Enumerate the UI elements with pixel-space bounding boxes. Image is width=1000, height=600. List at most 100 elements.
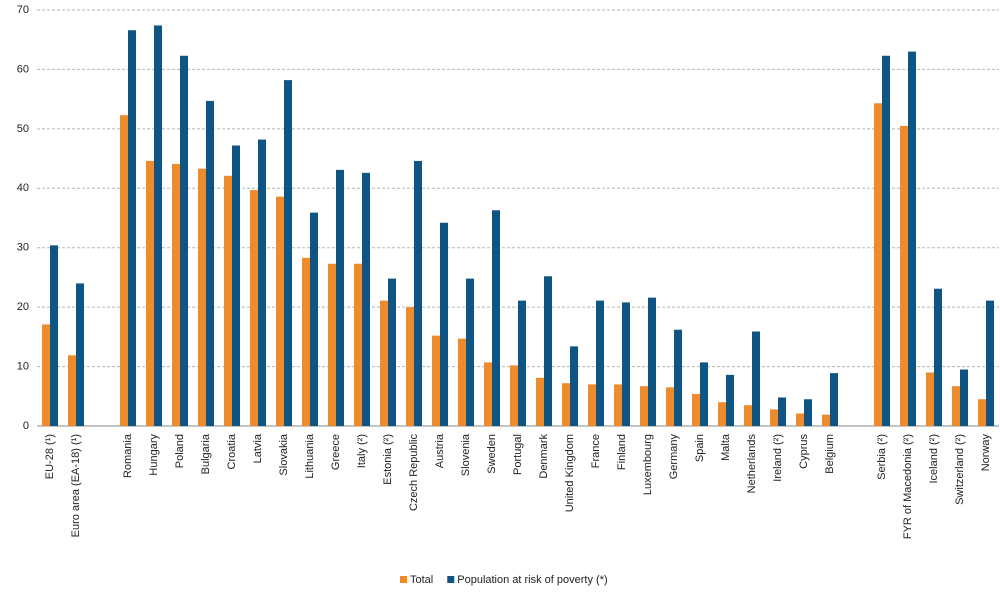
x-tick-label: Estonia (²) [382, 434, 394, 485]
x-tick-label: Serbia (²) [876, 434, 888, 480]
bar [796, 413, 804, 426]
x-tick-label: Netherlands [746, 434, 758, 494]
x-tick-label: Denmark [538, 434, 550, 479]
x-tick-label: Czech Republic [408, 434, 420, 512]
bar [666, 387, 674, 426]
bar [770, 409, 778, 426]
bar [882, 55, 890, 426]
bar [250, 190, 258, 426]
bar [700, 362, 708, 426]
bar [224, 175, 232, 426]
bar [380, 300, 388, 426]
bar [484, 362, 492, 426]
x-tick-label: Croatia [226, 433, 238, 469]
x-tick-label: Hungary [148, 434, 160, 476]
x-tick-label: Malta [720, 433, 732, 461]
legend-label: Total [410, 574, 433, 586]
bar [952, 386, 960, 426]
bar [830, 373, 838, 426]
x-tick-label: Lithuania [304, 433, 316, 479]
x-tick-label: France [590, 434, 602, 468]
bar [518, 300, 526, 426]
x-tick-label: Portugal [512, 434, 524, 475]
x-tick-label: Romania [122, 433, 134, 478]
bar [68, 355, 76, 426]
bar [510, 365, 518, 426]
x-tick-label: Latvia [252, 433, 264, 463]
y-tick-label: 20 [17, 301, 29, 313]
bar [440, 222, 448, 426]
x-tick-label: Switzerland (²) [954, 434, 966, 505]
bar [648, 297, 656, 426]
bar [310, 212, 318, 426]
bar [986, 300, 994, 426]
bar [42, 324, 50, 426]
bar [544, 276, 552, 426]
bar [614, 384, 622, 426]
bar [154, 25, 162, 427]
bar [362, 172, 370, 426]
bar [180, 55, 188, 426]
y-tick-label: 60 [17, 63, 29, 75]
bar [458, 338, 466, 426]
bar [596, 300, 604, 426]
bar [172, 163, 180, 427]
bar [926, 372, 934, 426]
x-tick-label: Belgium [824, 434, 836, 474]
bar [960, 369, 968, 426]
bar [874, 103, 882, 426]
bar [258, 139, 266, 426]
bar [50, 245, 58, 426]
x-tick-label: Iceland (²) [928, 434, 940, 484]
legend-label: Population at risk of poverty (*) [457, 574, 607, 586]
bar [900, 125, 908, 426]
bar [822, 414, 830, 426]
bar [674, 329, 682, 426]
x-tick-label: Austria [434, 433, 446, 468]
bar [562, 383, 570, 426]
y-tick-label: 70 [17, 4, 29, 16]
bar [752, 331, 760, 426]
x-tick-label: Finland [616, 434, 628, 470]
x-tick-label: Norway [980, 434, 992, 472]
x-tick-label: Poland [174, 434, 186, 468]
bar [76, 283, 84, 426]
y-tick-label: 50 [17, 123, 29, 135]
bar [934, 288, 942, 426]
bar [908, 51, 916, 426]
bar [778, 397, 786, 426]
bar [432, 335, 440, 426]
bar [406, 307, 414, 426]
y-tick-label: 30 [17, 242, 29, 254]
x-tick-label: FYR of Macedonia (²) [902, 434, 914, 539]
x-tick-label: United Kingdom [564, 434, 576, 512]
x-tick-label: EU-28 (¹) [44, 434, 56, 479]
bar [744, 405, 752, 426]
bar [198, 168, 206, 426]
x-tick-label: Bulgaria [200, 433, 212, 474]
bar [622, 302, 630, 426]
bar [232, 145, 240, 427]
x-tick-label: Spain [694, 434, 706, 462]
bar [588, 384, 596, 426]
x-tick-label: Slovenia [460, 433, 472, 476]
bar [284, 80, 292, 426]
bar [536, 377, 544, 426]
bar [570, 346, 578, 426]
legend-swatch [400, 576, 407, 583]
bar [978, 399, 986, 426]
bar [414, 160, 422, 426]
bar [718, 402, 726, 426]
y-tick-label: 0 [23, 420, 29, 432]
bar [128, 30, 136, 426]
x-tick-label: Sweden [486, 434, 498, 474]
bar [466, 278, 474, 426]
bar [640, 386, 648, 426]
x-tick-label: Euro area (EA-18) (¹) [70, 434, 82, 537]
bar [328, 263, 336, 426]
bar [726, 374, 734, 426]
x-tick-label: Greece [330, 434, 342, 470]
x-tick-label: Slovakia [278, 433, 290, 475]
bar [388, 278, 396, 426]
x-tick-label: Luxembourg [642, 434, 654, 495]
